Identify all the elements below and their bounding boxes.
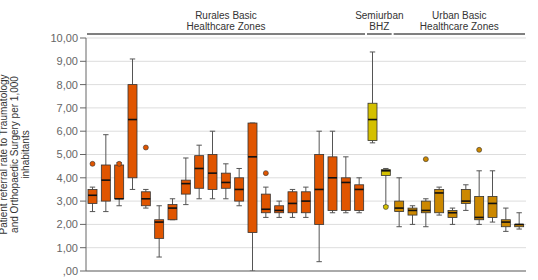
- svg-text:2,00: 2,00: [57, 218, 78, 230]
- svg-text:1,00: 1,00: [57, 242, 78, 254]
- svg-text:6,00: 6,00: [57, 125, 78, 137]
- svg-text:8,00: 8,00: [57, 79, 78, 91]
- svg-text:Urban BasicHealthcare Zones: Urban BasicHealthcare Zones: [420, 10, 499, 32]
- svg-text:Patient referral rate to Traum: Patient referral rate to Traumatologyand…: [0, 74, 31, 234]
- svg-text:9,00: 9,00: [57, 55, 78, 67]
- svg-text:Rurales BasicHealthcare Zones: Rurales BasicHealthcare Zones: [187, 10, 266, 32]
- svg-text:4,00: 4,00: [57, 172, 78, 184]
- svg-text:SemiurbanBHZ: SemiurbanBHZ: [355, 10, 403, 32]
- svg-text:,00: ,00: [63, 265, 78, 277]
- svg-text:7,00: 7,00: [57, 102, 78, 114]
- svg-text:10,00: 10,00: [50, 32, 78, 44]
- svg-text:3,00: 3,00: [57, 195, 78, 207]
- svg-text:5,00: 5,00: [57, 148, 78, 160]
